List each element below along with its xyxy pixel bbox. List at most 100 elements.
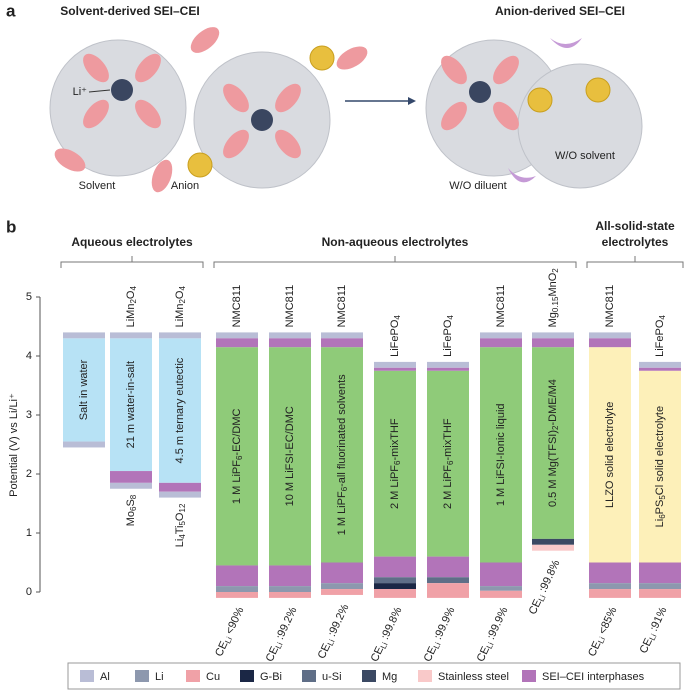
text-part: Cl solid electrolyte: [654, 406, 666, 495]
text-part: CE: [422, 645, 439, 664]
electrolyte-window: [427, 370, 469, 557]
text-part: 1 M LiPF: [336, 491, 348, 535]
text-part: PS: [654, 500, 666, 515]
segment: [321, 583, 363, 590]
cathode-label: NMC811: [336, 285, 348, 328]
text-part: 1 M LiPF: [231, 460, 243, 504]
text-part: O: [174, 512, 186, 521]
electrolyte-window: [110, 338, 152, 472]
solvent: [441, 55, 467, 85]
segment: [480, 586, 522, 591]
text-part: Li: [485, 641, 496, 651]
electrolyte-label: 2 M LiPF6-mixTHF: [442, 418, 455, 509]
text-part: 4: [178, 286, 187, 291]
text-part: LiFePO: [442, 319, 454, 357]
segment: [639, 589, 681, 598]
segment: [216, 338, 258, 348]
cathode-label: LiFePO4: [654, 315, 667, 357]
segment: [427, 367, 469, 371]
group-label: All-solid-state: [595, 219, 675, 233]
text-part: 5: [178, 521, 187, 526]
segment: [480, 562, 522, 587]
text-part: NMC811: [336, 285, 348, 328]
electrolyte-window: [216, 347, 258, 566]
label: W/O solvent: [555, 150, 615, 162]
segment: [589, 562, 631, 584]
solvation-sphere: [517, 63, 643, 189]
segment: [639, 562, 681, 584]
li-ion: [111, 79, 133, 101]
ce-label: CELi :99.9%: [422, 605, 459, 664]
cathode-label: LiMn2O4: [125, 286, 138, 328]
text-part: LiFePO: [389, 319, 401, 357]
solvent: [83, 99, 109, 129]
solvent: [493, 101, 519, 131]
solvent: [190, 27, 220, 53]
y-axis-label: Potential (V) vs Li/Li⁺: [8, 393, 20, 497]
segment: [269, 586, 311, 592]
text-part: 21 m water-in-salt: [125, 361, 137, 448]
text-part: 8: [129, 494, 138, 499]
text-part: CE: [264, 645, 281, 664]
segment: [374, 361, 416, 368]
text-part: 0.5 M Mg(TFSI): [547, 430, 559, 507]
text-part: CE: [637, 636, 654, 655]
segment: [639, 367, 681, 371]
legend-swatch: [302, 670, 316, 682]
segment: [427, 361, 469, 368]
text-part: 2: [178, 299, 187, 304]
segment: [321, 589, 363, 595]
solvent: [135, 99, 161, 129]
text-part: Li: [174, 539, 186, 548]
legend-label: u-Si: [322, 671, 342, 683]
segment: [216, 332, 258, 339]
text-part: Li: [654, 519, 666, 528]
text-part: NMC811: [231, 285, 243, 328]
text-part: S: [125, 499, 137, 506]
segment: [159, 332, 201, 339]
cathode-label: LiFePO4: [442, 315, 455, 357]
legend-swatch: [362, 670, 376, 682]
cathode-label: LiMn2O4: [174, 286, 187, 328]
solvent: [275, 129, 301, 159]
text-part: NMC811: [284, 285, 296, 328]
legend-label: Cu: [206, 671, 220, 683]
y-tick-label: 0: [26, 586, 32, 598]
ce-label: CELi <90%: [213, 605, 247, 659]
title: Solvent-derived SEI–CEI: [60, 4, 199, 18]
ce-label: CELi <85%: [586, 605, 620, 659]
segment: [532, 332, 574, 339]
li-ion: [251, 109, 273, 131]
text-part: Li: [223, 635, 234, 645]
legend-label: Li: [155, 671, 164, 683]
segment: [110, 471, 152, 483]
group-label: Aqueous electrolytes: [71, 235, 193, 249]
segment: [532, 538, 574, 545]
solvent: [441, 101, 467, 131]
electrolyte-window: [159, 338, 201, 483]
cathode-label: NMC811: [231, 285, 243, 328]
segment: [269, 338, 311, 348]
segment: [216, 592, 258, 598]
anion: [527, 87, 553, 113]
segment: [321, 338, 363, 348]
cathode-label: NMC811: [604, 285, 616, 328]
text-part: 10 M LiFSI-EC/DMC: [284, 406, 296, 506]
text-part: 2: [551, 425, 560, 430]
text-part: NMC811: [604, 285, 616, 328]
solvent: [151, 159, 173, 193]
text-part: 5: [658, 495, 667, 500]
segment: [589, 338, 631, 348]
y-tick-label: 1: [26, 527, 32, 539]
solvent: [83, 53, 109, 83]
segment: [374, 556, 416, 578]
solvent: [223, 83, 249, 113]
electrolyte-window: [321, 347, 363, 563]
text-part: Li: [326, 638, 337, 648]
y-tick-label: 4: [26, 350, 32, 362]
legend-label: G-Bi: [260, 671, 282, 683]
electrolyte-window: [480, 347, 522, 563]
group-bracket: [586, 256, 684, 268]
segment: [110, 332, 152, 339]
segment: [63, 332, 105, 339]
